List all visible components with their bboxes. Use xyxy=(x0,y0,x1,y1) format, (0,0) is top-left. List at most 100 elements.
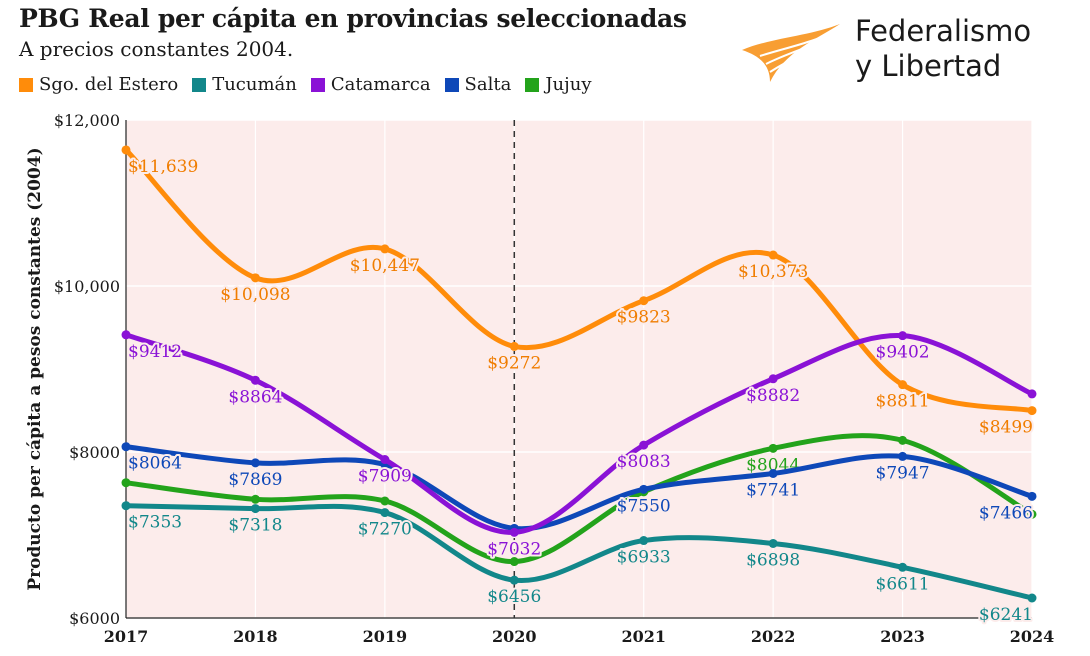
legend-label: Jujuy xyxy=(545,74,592,95)
legend-item-jujuy: Jujuy xyxy=(525,74,592,95)
x-tick-label: 2020 xyxy=(492,627,537,646)
data-point xyxy=(768,538,778,548)
data-point xyxy=(768,250,778,260)
brand-swoosh-icon xyxy=(742,24,840,82)
data-point xyxy=(1027,406,1037,416)
data-label: $8499 xyxy=(979,418,1033,438)
data-point xyxy=(1027,593,1037,603)
legend-swatch xyxy=(192,77,207,92)
brand-line-2: y Libertad xyxy=(855,49,1002,83)
y-axis-title: Producto per cápita a pesos constantes (… xyxy=(25,147,45,590)
legend: Sgo. del Estero Tucumán Catamarca Salta … xyxy=(19,74,606,95)
data-label: $8882 xyxy=(746,386,800,406)
data-point xyxy=(121,330,131,340)
x-tick-label: 2018 xyxy=(233,627,278,646)
data-point xyxy=(380,244,390,254)
data-point xyxy=(639,536,649,546)
data-point xyxy=(121,478,131,488)
legend-swatch xyxy=(444,77,459,92)
data-point xyxy=(250,458,260,468)
data-point xyxy=(768,443,778,453)
data-label: $6456 xyxy=(487,587,541,607)
series-salta: $8064 $7869 $7550 $7741 $7947 $7466 xyxy=(121,442,1037,533)
series-line xyxy=(123,332,1035,535)
data-point xyxy=(639,484,649,494)
series-line xyxy=(123,147,1035,414)
data-label: $7466 xyxy=(979,503,1033,523)
data-point xyxy=(1027,389,1037,399)
data-label: $9412 xyxy=(128,342,182,362)
data-label: $7353 xyxy=(128,513,182,533)
data-label: $9402 xyxy=(876,343,930,363)
data-point xyxy=(250,375,260,385)
series-line xyxy=(123,444,1035,532)
data-label: $7318 xyxy=(228,516,282,536)
legend-item-catamarca: Catamarca xyxy=(310,74,431,95)
data-point xyxy=(509,341,519,351)
data-point xyxy=(509,557,519,567)
data-point xyxy=(250,504,260,514)
legend-item-sgo-del-estero: Sgo. del Estero xyxy=(19,74,178,95)
x-tick-label: 2024 xyxy=(1010,627,1055,646)
series-sgo-del-estero: $11,639 $10,098 $10,447 $9272 $9823 $10,373 $8… xyxy=(121,145,1037,440)
data-label: $10,373 xyxy=(738,262,808,282)
chart-title: PBG Real per cápita en provincias selecc… xyxy=(19,4,687,33)
legend-label: Sgo. del Estero xyxy=(39,74,179,95)
x-tick-label: 2021 xyxy=(621,627,666,646)
brand-logo: Federalismo y Libertad xyxy=(740,14,1070,94)
brand-name: Federalismo y Libertad xyxy=(855,14,1031,84)
data-label: $8064 xyxy=(128,454,182,474)
legend-label: Catamarca xyxy=(330,74,431,95)
series-line xyxy=(123,503,1035,601)
data-label: $9272 xyxy=(487,353,541,373)
data-label: $11,639 xyxy=(128,157,198,177)
series-line xyxy=(123,433,1035,565)
data-point xyxy=(380,455,390,465)
data-label: $6933 xyxy=(617,548,671,568)
data-label: $7869 xyxy=(228,470,282,490)
data-point xyxy=(1027,491,1037,501)
data-point xyxy=(898,562,908,572)
legend-swatch xyxy=(525,77,540,92)
data-point xyxy=(121,442,131,452)
data-label: $6898 xyxy=(746,550,800,570)
legend-item-tucuman: Tucumán xyxy=(192,74,297,95)
data-label: $7032 xyxy=(487,539,541,559)
data-label: $7550 xyxy=(617,496,671,516)
legend-swatch xyxy=(310,77,325,92)
data-point xyxy=(898,451,908,461)
legend-swatch xyxy=(19,77,33,92)
data-point xyxy=(509,527,519,537)
y-tick-label: $8000 xyxy=(69,443,120,462)
data-point xyxy=(250,494,260,504)
data-label: $7947 xyxy=(876,463,930,483)
x-tick-label: 2023 xyxy=(880,627,925,646)
data-label: $7909 xyxy=(358,467,412,487)
data-label: $9823 xyxy=(617,308,671,328)
data-label: $10,447 xyxy=(350,256,420,276)
data-label: $8083 xyxy=(617,452,671,472)
data-point xyxy=(898,380,908,390)
data-point xyxy=(898,331,908,341)
data-point xyxy=(121,501,131,511)
series-tucum-n: $7353 $7318 $7270 $6456 $6933 $6898 $6611 $6241 xyxy=(121,501,1037,627)
plot-background xyxy=(126,120,1032,618)
data-point xyxy=(639,296,649,306)
data-label: $6611 xyxy=(876,574,930,594)
y-tick-label: $10,000 xyxy=(54,277,120,296)
y-tick-label: $12,000 xyxy=(54,111,120,130)
legend-label: Salta xyxy=(464,74,512,95)
x-tick-label: 2019 xyxy=(363,627,408,646)
data-point xyxy=(1027,509,1037,519)
series-catamarca: $9412 $8864 $7909 $7032 $8083 $8882 $9402 xyxy=(121,330,1037,561)
data-point xyxy=(380,496,390,506)
data-point xyxy=(639,440,649,450)
series-jujuy: $8044 xyxy=(121,433,1037,567)
data-point xyxy=(250,273,260,283)
chart-subtitle: A precios constantes 2004. xyxy=(19,37,294,61)
data-label: $8864 xyxy=(228,387,282,407)
x-tick-label: 2022 xyxy=(751,627,796,646)
data-label: $10,098 xyxy=(220,285,290,305)
data-label: $6241 xyxy=(979,605,1033,625)
